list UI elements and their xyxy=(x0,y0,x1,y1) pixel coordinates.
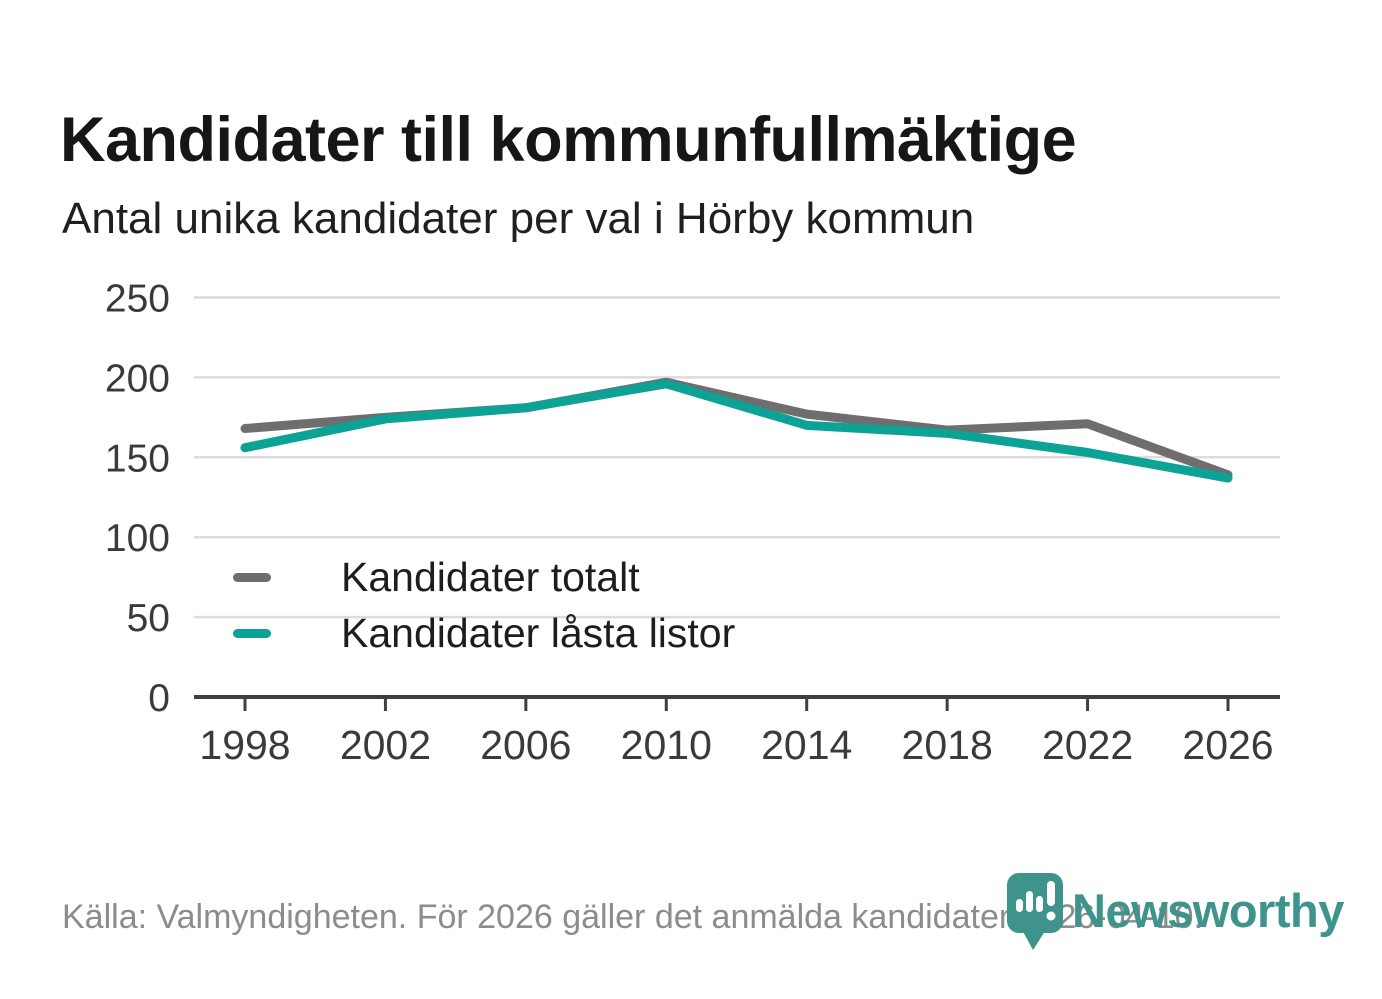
y-tick-label-0: 0 xyxy=(148,677,170,720)
x-tick-label-2010: 2010 xyxy=(621,722,712,768)
newsworthy-pin-barchart-icon xyxy=(1007,873,1063,950)
line-kandidater-l-sta-listor xyxy=(240,379,1233,483)
legend-item-kandidater-totalt: Kandidater totalt xyxy=(233,551,735,603)
page-title: Kandidater till kommunfullmäktige xyxy=(60,105,1077,176)
x-axis-labels: 1998 2002 2006 2010 2014 2018 2022 2026 xyxy=(199,722,1273,768)
x-tick-label-2022: 2022 xyxy=(1042,722,1133,768)
line-kandidater-totalt xyxy=(240,377,1233,480)
y-tick-label-150: 150 xyxy=(105,437,170,480)
series-lines xyxy=(240,377,1233,483)
x-tick-label-2002: 2002 xyxy=(340,722,431,768)
legend-swatch-totalt xyxy=(233,572,271,582)
newsworthy-logo: Newsworthy xyxy=(1006,872,1344,954)
legend-swatch-lasta-listor xyxy=(233,628,271,638)
y-tick-label-250: 250 xyxy=(105,278,170,321)
chart-canvas: 0 50 100 150 200 250 1998 2002 2006 2010 2014 2018 2… xyxy=(105,278,1280,768)
y-tick-label-200: 200 xyxy=(105,357,170,400)
legend-label-totalt: Kandidater totalt xyxy=(341,553,640,600)
x-tick-label-2026: 2026 xyxy=(1182,722,1273,768)
x-axis-ticks xyxy=(243,699,1230,711)
legend-item-kandidater-lasta-listor: Kandidater låsta listor xyxy=(233,607,735,659)
y-tick-label-50: 50 xyxy=(127,597,170,640)
x-tick-label-2014: 2014 xyxy=(761,722,852,768)
x-tick-label-1998: 1998 xyxy=(199,722,290,768)
legend-label-lasta-listor: Kandidater låsta listor xyxy=(341,609,736,656)
newsworthy-wordmark: Newsworthy xyxy=(1072,884,1344,937)
y-axis-labels: 0 50 100 150 200 250 xyxy=(105,278,170,721)
x-tick-label-2006: 2006 xyxy=(480,722,571,768)
gridlines xyxy=(194,296,1280,619)
chart-subtitle: Antal unika kandidater per val i Hörby k… xyxy=(62,194,975,243)
x-tick-label-2018: 2018 xyxy=(902,722,993,768)
y-tick-label-100: 100 xyxy=(105,517,170,560)
chart-legend: Kandidater totalt Kandidater låsta listo… xyxy=(233,551,735,663)
